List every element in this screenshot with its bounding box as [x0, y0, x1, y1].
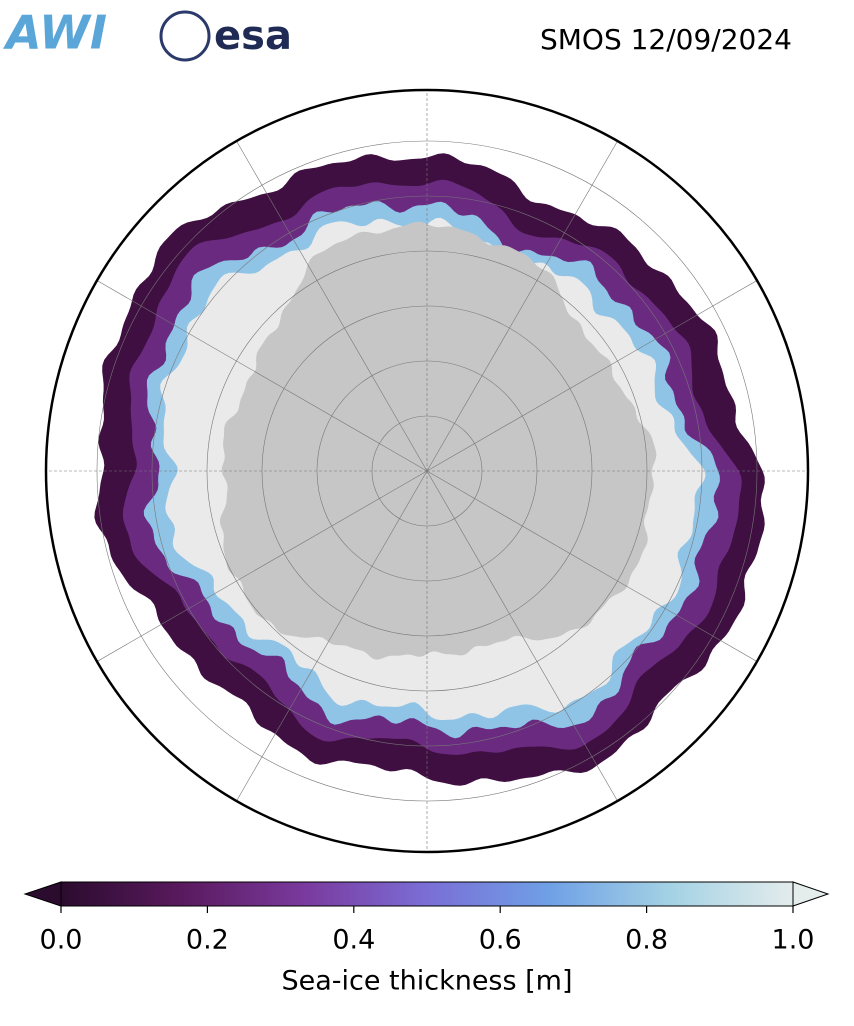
tick-label: 0.8: [625, 925, 668, 956]
longitude-line: [426, 270, 774, 472]
longitude-line: [226, 470, 428, 818]
awi-logo: AWI: [3, 6, 107, 60]
antarctica: [219, 221, 657, 660]
longitude-line: [426, 124, 628, 472]
esa-logo: esa: [214, 13, 292, 59]
colorbar-label: Sea-ice thickness [m]: [281, 966, 572, 997]
extend-high: [792, 881, 830, 907]
map: [46, 90, 808, 852]
tick-label: 0.6: [479, 925, 522, 956]
longitude-line: [226, 124, 428, 472]
tick-label: 0.4: [332, 925, 375, 956]
colorbar-gradient: [60, 881, 794, 907]
tick-label: 1.0: [772, 925, 815, 956]
tick-label: 0.0: [40, 925, 83, 956]
longitude-line: [80, 470, 428, 672]
tick-label: 0.2: [186, 925, 229, 956]
map-border: [44, 88, 810, 854]
longitude-line: [426, 470, 628, 818]
extend-low: [23, 881, 62, 907]
longitude-line: [426, 470, 774, 672]
longitude-line: [80, 270, 428, 472]
esa-emblem: [159, 10, 211, 62]
colorbar: 0.0 0.2 0.4 0.6 0.8 1.0: [23, 881, 830, 956]
title: SMOS 12/09/2024: [540, 23, 792, 56]
